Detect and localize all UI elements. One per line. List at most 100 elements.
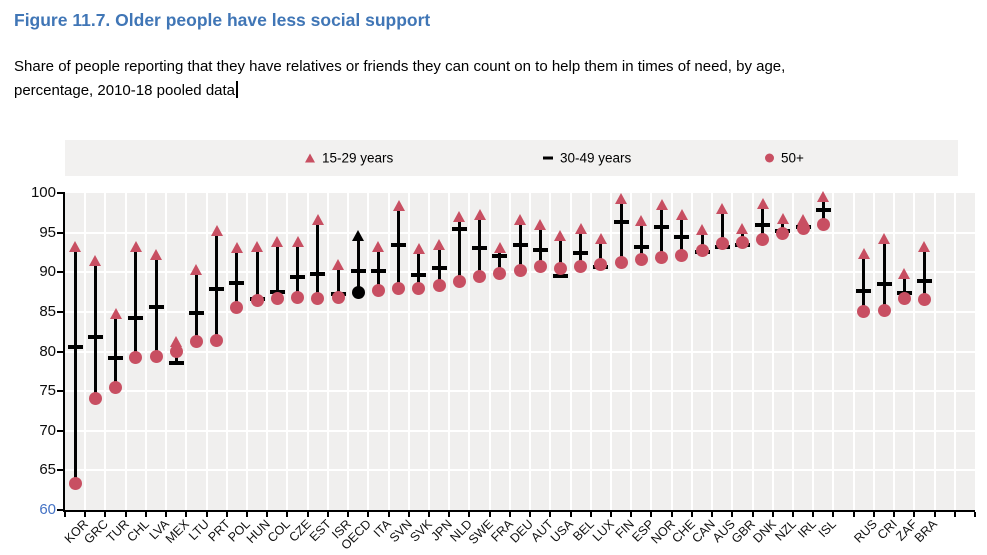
y-axis-tick: [57, 390, 63, 393]
triangle-marker-15-29: [453, 211, 466, 223]
v-gridline: [610, 193, 612, 510]
triangle-marker-15-29: [898, 268, 911, 280]
circle-marker-50plus: [634, 253, 648, 267]
y-axis-tick: [57, 350, 63, 353]
v-gridline: [448, 193, 451, 510]
h-gridline: [65, 350, 975, 353]
range-line: [761, 203, 765, 240]
circle-marker-50plus: [473, 269, 487, 283]
dash-marker-30-49: [128, 316, 144, 321]
x-axis-tick: [650, 512, 653, 517]
v-gridline: [84, 193, 87, 510]
circle-marker-50plus: [169, 345, 183, 358]
v-gridline: [185, 193, 188, 510]
v-gridline: [670, 193, 673, 510]
x-axis-tick: [104, 512, 107, 517]
v-gridline: [488, 193, 491, 510]
circle-marker-50plus: [695, 244, 709, 258]
triangle-marker-15-29: [594, 233, 607, 245]
x-axis-tick: [569, 512, 572, 517]
range-line: [215, 230, 219, 341]
chart-plot-area[interactable]: [65, 190, 975, 510]
x-axis-tick: [428, 512, 430, 517]
x-axis-tick: [589, 512, 592, 517]
triangle-icon: [305, 153, 315, 163]
v-gridline: [428, 193, 430, 510]
triangle-marker-15-29: [291, 235, 304, 247]
x-axis-tick: [144, 512, 147, 517]
dash-marker-30-49: [613, 220, 629, 225]
range-line: [93, 260, 97, 399]
figure-title[interactable]: Figure 11.7. Older people have less soci…: [14, 10, 431, 30]
range-line: [781, 218, 785, 234]
triangle-marker-15-29: [89, 254, 102, 266]
dash-marker-30-49: [411, 272, 427, 277]
triangle-marker-15-29: [109, 307, 122, 319]
dash-marker-30-49: [87, 335, 103, 340]
x-axis-tick: [751, 512, 754, 517]
v-gridline: [124, 193, 127, 510]
v-gridline: [165, 193, 168, 510]
triangle-marker-15-29: [514, 213, 526, 225]
v-gridline: [792, 193, 794, 510]
legend-item-50plus: 50+: [765, 151, 804, 166]
x-axis-tick: [610, 512, 612, 517]
circle-marker-50plus: [311, 291, 325, 305]
x-axis-tick: [872, 512, 875, 517]
y-tick-label: 75: [39, 382, 56, 400]
x-axis-tick: [468, 512, 471, 517]
y-tick-label: 100: [30, 184, 56, 201]
circle-marker-50plus: [655, 250, 669, 264]
dash-marker-30-49: [755, 222, 771, 227]
circle-marker-50plus: [210, 333, 224, 347]
x-axis-tick: [124, 512, 127, 517]
dash-marker-30-49: [916, 278, 932, 283]
dash-marker-30-49: [431, 266, 447, 271]
triangle-marker-15-29: [412, 242, 425, 254]
circle-marker-50plus: [412, 281, 426, 295]
x-axis-tick: [185, 512, 188, 517]
v-gridline: [812, 193, 815, 510]
dash-marker-30-49: [472, 246, 488, 251]
y-axis-tick: [57, 192, 63, 194]
v-gridline: [367, 193, 370, 510]
x-axis-tick: [832, 512, 835, 517]
triangle-marker-15-29: [736, 223, 749, 235]
triangle-marker-15-29: [776, 212, 789, 224]
legend-item-15-29: 15-29 years: [305, 151, 393, 166]
dash-marker-30-49: [856, 289, 872, 294]
circle-marker-50plus: [594, 257, 608, 271]
circle-marker-50plus: [735, 236, 749, 250]
v-gridline: [771, 193, 774, 510]
legend-item-30-49: 30-49 years: [543, 151, 631, 166]
range-line: [397, 205, 401, 289]
triangle-marker-15-29: [230, 242, 243, 254]
x-axis-tick: [711, 512, 714, 517]
x-axis-tick: [347, 512, 350, 517]
x-axis-tick: [792, 512, 794, 517]
v-gridline: [650, 193, 653, 510]
y-axis-tick: [57, 469, 63, 472]
v-gridline: [852, 193, 855, 510]
x-axis-tick: [326, 512, 329, 517]
dash-marker-30-49: [290, 275, 306, 279]
triangle-marker-15-29: [473, 208, 486, 220]
circle-marker-50plus: [756, 233, 770, 247]
v-gridline: [468, 193, 471, 510]
figure-subtitle-line2: percentage, 2010-18 pooled data: [14, 82, 236, 99]
dash-marker-30-49: [573, 251, 589, 256]
v-gridline: [569, 193, 572, 510]
x-axis-tick: [953, 512, 956, 517]
x-axis-tick: [407, 512, 410, 517]
range-line: [134, 246, 138, 358]
circle-marker-50plus: [493, 266, 507, 280]
range-line: [275, 241, 279, 299]
triangle-marker-15-29: [311, 213, 324, 225]
circle-marker-50plus: [513, 264, 527, 278]
figure-subtitle[interactable]: Share of people reporting that they have…: [14, 55, 974, 103]
x-axis-tick: [812, 512, 815, 517]
dash-marker-30-49: [451, 227, 467, 232]
circle-marker-50plus: [614, 256, 628, 270]
circle-marker-50plus: [796, 222, 810, 236]
circle-marker-50plus: [897, 291, 911, 305]
